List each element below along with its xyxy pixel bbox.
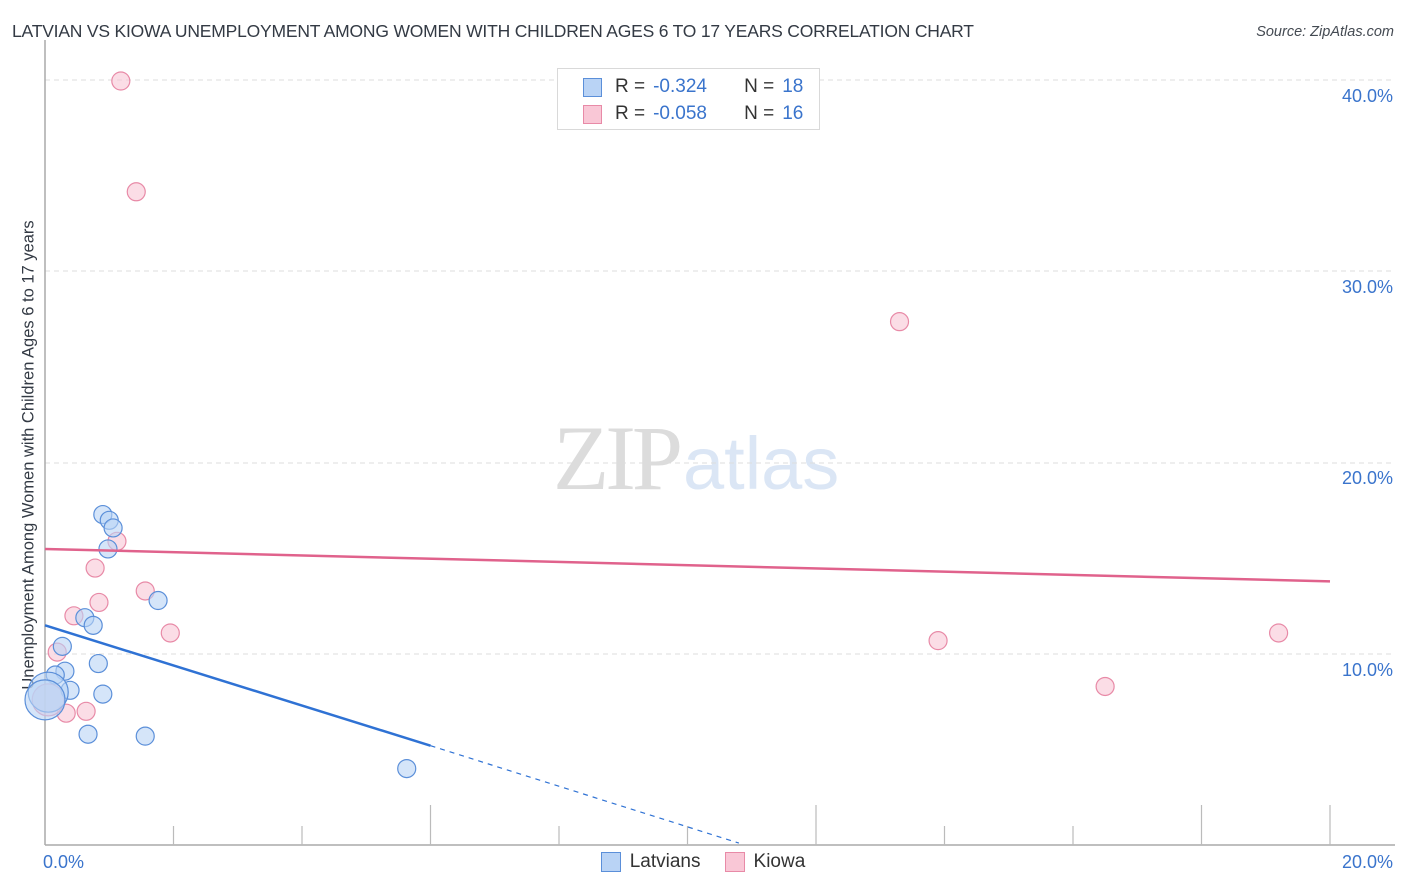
data-point [88,653,108,674]
kiowa-trendline [44,547,1331,583]
axes [44,40,1395,846]
gridlines [45,79,1395,655]
n-value: 16 [782,103,804,124]
chart-title: LATVIAN VS KIOWA UNEMPLOYMENT AMONG WOME… [12,21,974,41]
data-point [98,539,118,559]
data-point [103,518,123,538]
r-value: -0.324 [653,76,707,97]
x-tick-0: 0.0% [43,852,85,872]
y-tick-20: 20.0% [1341,468,1393,488]
n-value: 18 [782,76,804,97]
y-tick-40: 40.0% [1341,86,1393,106]
series-legend: Latvians Kiowa [0,851,1406,873]
latvians-swatch [600,852,621,872]
data-point [1268,623,1289,643]
kiowa-points [31,71,1289,723]
trendlines [44,547,1331,844]
r-value: -0.058 [653,103,707,124]
kiowa-swatch [724,852,745,872]
latvians-swatch [583,77,602,97]
data-point [135,581,155,601]
y-tick-10: 10.0% [1341,660,1393,680]
n-label: N = [744,103,775,124]
data-point [78,724,98,744]
data-point [111,71,131,91]
data-point [1095,676,1115,697]
data-point [928,631,948,651]
r-label: R = [615,103,646,124]
data-point [397,758,417,779]
data-point [160,623,180,643]
data-point [93,684,113,704]
legend-label-latvians: Latvians [629,851,701,872]
data-point [135,726,155,746]
legend-label-kiowa: Kiowa [753,851,806,872]
data-point [89,592,109,613]
data-point [85,558,105,578]
data-point [148,590,168,611]
data-point [24,679,66,721]
legend-item-latvians: Latvians [600,851,701,873]
data-point [126,182,146,202]
kiowa-swatch [583,104,602,124]
legend-row-kiowa: R = -0.058 N = 16 [583,102,803,126]
legend-row-latvians: R = -0.324 N = 18 [583,75,803,99]
data-point [52,636,72,656]
source-credit: Source: ZipAtlas.com [1256,24,1394,40]
data-point [889,312,910,332]
latvian-points [24,504,417,779]
correlation-legend: R = -0.324 N = 18 R = -0.058 N = 16 [557,68,820,130]
latvians-trendline [44,624,431,747]
n-label: N = [744,76,775,97]
data-point [76,701,96,721]
x-tick-20: 20.0% [1341,852,1393,872]
latvians-trendline-extension [430,745,740,844]
y-tick-30: 30.0% [1341,277,1393,297]
r-label: R = [615,76,646,97]
data-point [83,615,103,635]
legend-item-kiowa: Kiowa [724,851,806,873]
